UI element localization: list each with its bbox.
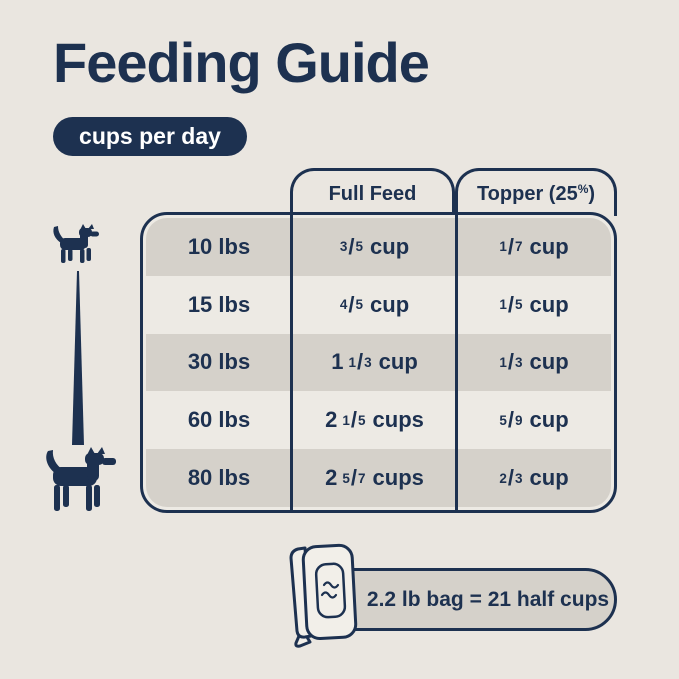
table-row: 10 lbs 3/5 cup 1/7 cup: [146, 218, 611, 276]
large-dog-icon: [46, 447, 116, 511]
weight-cell: 30 lbs: [187, 349, 251, 375]
weight-cell: 10 lbs: [187, 233, 251, 259]
bag-yield-pill: [303, 568, 617, 631]
column-header-topper: Topper (25%): [455, 168, 617, 216]
feeding-table-rows: 10 lbs 3/5 cup 1/7 cup 15 lbs 4/5 cup 1/5 cu…: [146, 218, 611, 507]
topper-cell: 1/7 cup: [499, 233, 569, 259]
full-feed-cell: 4/5 cup: [339, 291, 410, 317]
weight-cell: 15 lbs: [187, 291, 251, 317]
bag-yield-note: 2.2 lb bag = 21 half cups: [366, 587, 610, 611]
weight-cell: 60 lbs: [187, 407, 251, 433]
topper-cell: 1/3 cup: [499, 349, 569, 375]
weight-cell: 80 lbs: [187, 465, 251, 491]
page-title: Feeding Guide: [53, 31, 430, 94]
size-range-wedge: [72, 271, 84, 445]
full-feed-cell: 3/5 cup: [339, 233, 410, 259]
badge-label: cups per day: [79, 123, 221, 149]
full-feed-cell: 2 1/5 cups: [325, 407, 424, 433]
topper-cell: 1/5 cup: [499, 291, 569, 317]
table-row: 15 lbs 4/5 cup 1/5 cup: [146, 275, 611, 334]
full-feed-header-label: Full Feed: [328, 182, 417, 205]
column-divider: [455, 215, 458, 510]
topper-header-label: Topper (25%): [476, 181, 596, 205]
topper-cell: 5/9 cup: [499, 407, 569, 433]
cups-per-day-badge: cups per day: [53, 117, 247, 156]
full-feed-cell: 1 1/3 cup: [331, 349, 418, 375]
column-header-full-feed: Full Feed: [290, 168, 455, 216]
small-dog-icon: [53, 224, 99, 263]
topper-cell: 2/3 cup: [499, 465, 569, 491]
table-row: 60 lbs 2 1/5 cups 5/9 cup: [146, 391, 611, 450]
food-bag-icon: [289, 543, 358, 648]
table-row: 30 lbs 1 1/3 cup 1/3 cup: [146, 333, 611, 392]
full-feed-cell: 2 5/7 cups: [325, 465, 424, 491]
column-divider: [290, 215, 293, 510]
feeding-table: 10 lbs 3/5 cup 1/7 cup 15 lbs 4/5 cup 1/5 cu…: [140, 212, 617, 513]
table-row: 80 lbs 2 5/7 cups 2/3 cup: [146, 449, 611, 507]
